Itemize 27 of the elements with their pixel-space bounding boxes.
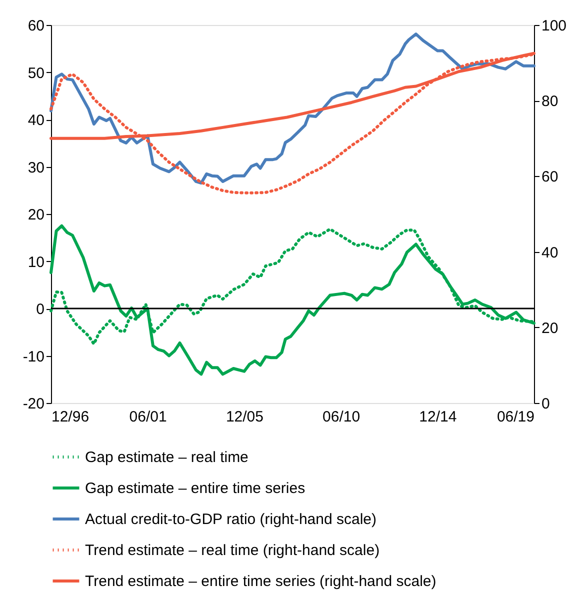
line-series bbox=[50, 32, 536, 185]
legend-label: Trend estimate – real time (right-hand scale) bbox=[85, 542, 380, 559]
legend-label: Actual credit-to-GDP ratio (right-hand scale) bbox=[85, 511, 377, 528]
x-tick-label: 12/96 bbox=[52, 408, 90, 426]
y2-tick-label: 40 bbox=[542, 244, 558, 262]
legend-label: Gap estimate – entire time series bbox=[85, 480, 306, 497]
x-tick-label: 12/05 bbox=[226, 408, 264, 426]
x-tick-label: 06/19 bbox=[496, 408, 534, 426]
y-tick-label: 30 bbox=[28, 159, 44, 176]
x-tick-label: 06/01 bbox=[129, 408, 167, 426]
y-tick-label: 60 bbox=[28, 18, 44, 34]
y2-tick-label: 0 bbox=[542, 396, 550, 412]
y-tick-label: 40 bbox=[28, 112, 44, 129]
y2-tick-label: 60 bbox=[542, 168, 558, 186]
legend-label: Gap estimate – real time bbox=[85, 449, 248, 466]
x-tick-label: 06/10 bbox=[322, 408, 360, 426]
y-tick-label: 50 bbox=[28, 64, 44, 82]
legend-label: Trend estimate – entire time series (right-hand scale) bbox=[85, 573, 436, 590]
y2-tick-label: 20 bbox=[542, 320, 558, 337]
y-tick-label: -20 bbox=[22, 396, 44, 412]
y-tick-label: -10 bbox=[22, 348, 44, 366]
y2-tick-label: 80 bbox=[542, 93, 558, 110]
y-tick-label: 10 bbox=[28, 254, 44, 271]
x-tick-label: 12/14 bbox=[419, 408, 457, 426]
y-tick-label: 20 bbox=[28, 206, 44, 224]
y2-tick-label: 100 bbox=[542, 18, 567, 34]
y-tick-label: 0 bbox=[36, 301, 44, 318]
